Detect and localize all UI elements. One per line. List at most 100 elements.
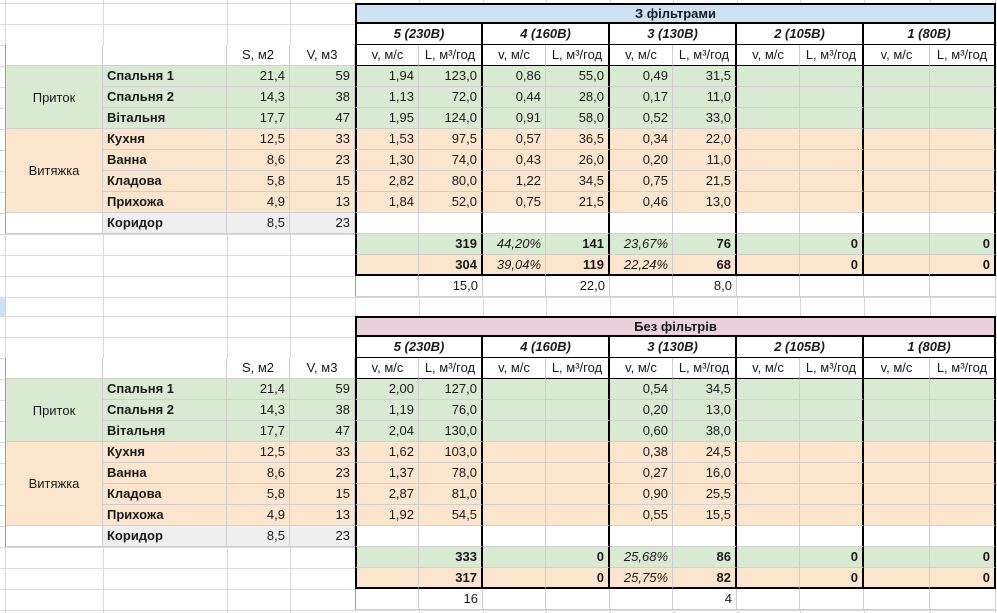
empty-cell (930, 589, 996, 610)
flow-cell: 130,0 (419, 421, 483, 442)
sum-cell: 76 (673, 234, 737, 255)
pct-cell: 23,67% (610, 234, 673, 255)
volume-cell: 23 (290, 463, 355, 484)
unit-header-velocity: v, м/с (483, 358, 546, 379)
empty-cell (483, 589, 546, 610)
empty-cell (355, 568, 419, 589)
empty-cell (483, 213, 546, 234)
empty-cell (737, 255, 800, 276)
sum-cell: 0 (800, 568, 864, 589)
flow-cell: 54,5 (419, 505, 483, 526)
flow-cell: 24,5 (673, 442, 737, 463)
volume-cell: 38 (290, 400, 355, 421)
flow-cell: 36,5 (546, 129, 610, 150)
empty-cell (930, 192, 996, 213)
empty-cell (737, 192, 800, 213)
table-with-filters: З фільтрами 5 (230В) 4 (160В) 3 (130В) 2… (355, 3, 996, 297)
sum-cell: 0 (800, 547, 864, 568)
room-name-cell: Спальня 2 (103, 400, 227, 421)
flow-cell: 124,0 (419, 108, 483, 129)
area-cell: 21,4 (227, 66, 290, 87)
empty-cell (483, 421, 546, 442)
flow-cell: 16,0 (673, 463, 737, 484)
empty-cell (800, 276, 864, 297)
vel-cell: 2,00 (355, 379, 419, 400)
unit-header-velocity: v, м/с (355, 358, 419, 379)
flow-cell: 74,0 (419, 150, 483, 171)
room-name-cell: Спальня 2 (103, 87, 227, 108)
flow-cell: 21,5 (673, 171, 737, 192)
volume-cell: 23 (290, 526, 355, 547)
pct-cell: 25,75% (610, 568, 673, 589)
empty-cell (864, 505, 930, 526)
empty-cell (930, 87, 996, 108)
unit-header-velocity: v, м/с (610, 358, 673, 379)
side-blue-cell (0, 297, 5, 316)
empty-cell (546, 484, 610, 505)
empty-cell (737, 108, 800, 129)
empty-cell (610, 213, 673, 234)
flow-cell: 72,0 (419, 87, 483, 108)
unit-header-flow: L, м³/год (800, 358, 864, 379)
vel-cell: 0,75 (610, 171, 673, 192)
empty-cell (864, 192, 930, 213)
vel-cell: 1,19 (355, 400, 419, 421)
empty-cell (930, 379, 996, 400)
room-name-cell: Ванна (103, 150, 227, 171)
flow-cell: 11,0 (673, 87, 737, 108)
flow-cell: 22,0 (673, 129, 737, 150)
room-name-cell: Кладова (103, 171, 227, 192)
empty-cell (800, 505, 864, 526)
vel-cell: 2,82 (355, 171, 419, 192)
empty-cell (930, 484, 996, 505)
sum-cell: 319 (419, 234, 483, 255)
speed-header: 4 (160В) (483, 24, 610, 45)
area-cell: 5,8 (227, 171, 290, 192)
flow-cell: 97,5 (419, 129, 483, 150)
unit-header-velocity: v, м/с (483, 45, 546, 66)
empty-cell (5, 358, 103, 379)
unit-header-flow: L, м³/год (419, 358, 483, 379)
empty-cell (800, 129, 864, 150)
empty-cell (546, 526, 610, 547)
sum-cell: 0 (800, 255, 864, 276)
vel-cell: 0,57 (483, 129, 546, 150)
vel-cell: 0,17 (610, 87, 673, 108)
pct-cell: 25,68% (610, 547, 673, 568)
empty-cell (737, 213, 800, 234)
flow-cell: 52,0 (419, 192, 483, 213)
empty-cell (737, 171, 800, 192)
vel-cell: 2,04 (355, 421, 419, 442)
empty-cell (737, 547, 800, 568)
empty-cell (864, 234, 930, 255)
empty-cell (800, 379, 864, 400)
vel-cell: 0,44 (483, 87, 546, 108)
sum-cell: 141 (546, 234, 610, 255)
empty-cell (419, 213, 483, 234)
empty-cell (737, 87, 800, 108)
unit-header-flow: L, м³/год (673, 358, 737, 379)
empty-cell (546, 505, 610, 526)
area-cell: 4,9 (227, 505, 290, 526)
empty-cell (737, 442, 800, 463)
volume-cell: 15 (290, 171, 355, 192)
empty-cell (737, 505, 800, 526)
room-name-cell: Кухня (103, 442, 227, 463)
table-title: З фільтрами (355, 3, 996, 24)
vel-cell: 0,34 (610, 129, 673, 150)
vel-cell: 0,91 (483, 108, 546, 129)
sum-cell: 0 (800, 234, 864, 255)
unit-header-velocity: v, м/с (864, 358, 930, 379)
volume-cell: 23 (290, 213, 355, 234)
empty-cell (355, 526, 419, 547)
empty-cell (737, 150, 800, 171)
vel-cell: 1,37 (355, 463, 419, 484)
empty-cell (800, 421, 864, 442)
empty-cell (864, 108, 930, 129)
empty-cell (5, 45, 103, 66)
unit-header-velocity: v, м/с (864, 45, 930, 66)
volume-cell: 33 (290, 442, 355, 463)
empty-cell (673, 213, 737, 234)
empty-cell (355, 213, 419, 234)
